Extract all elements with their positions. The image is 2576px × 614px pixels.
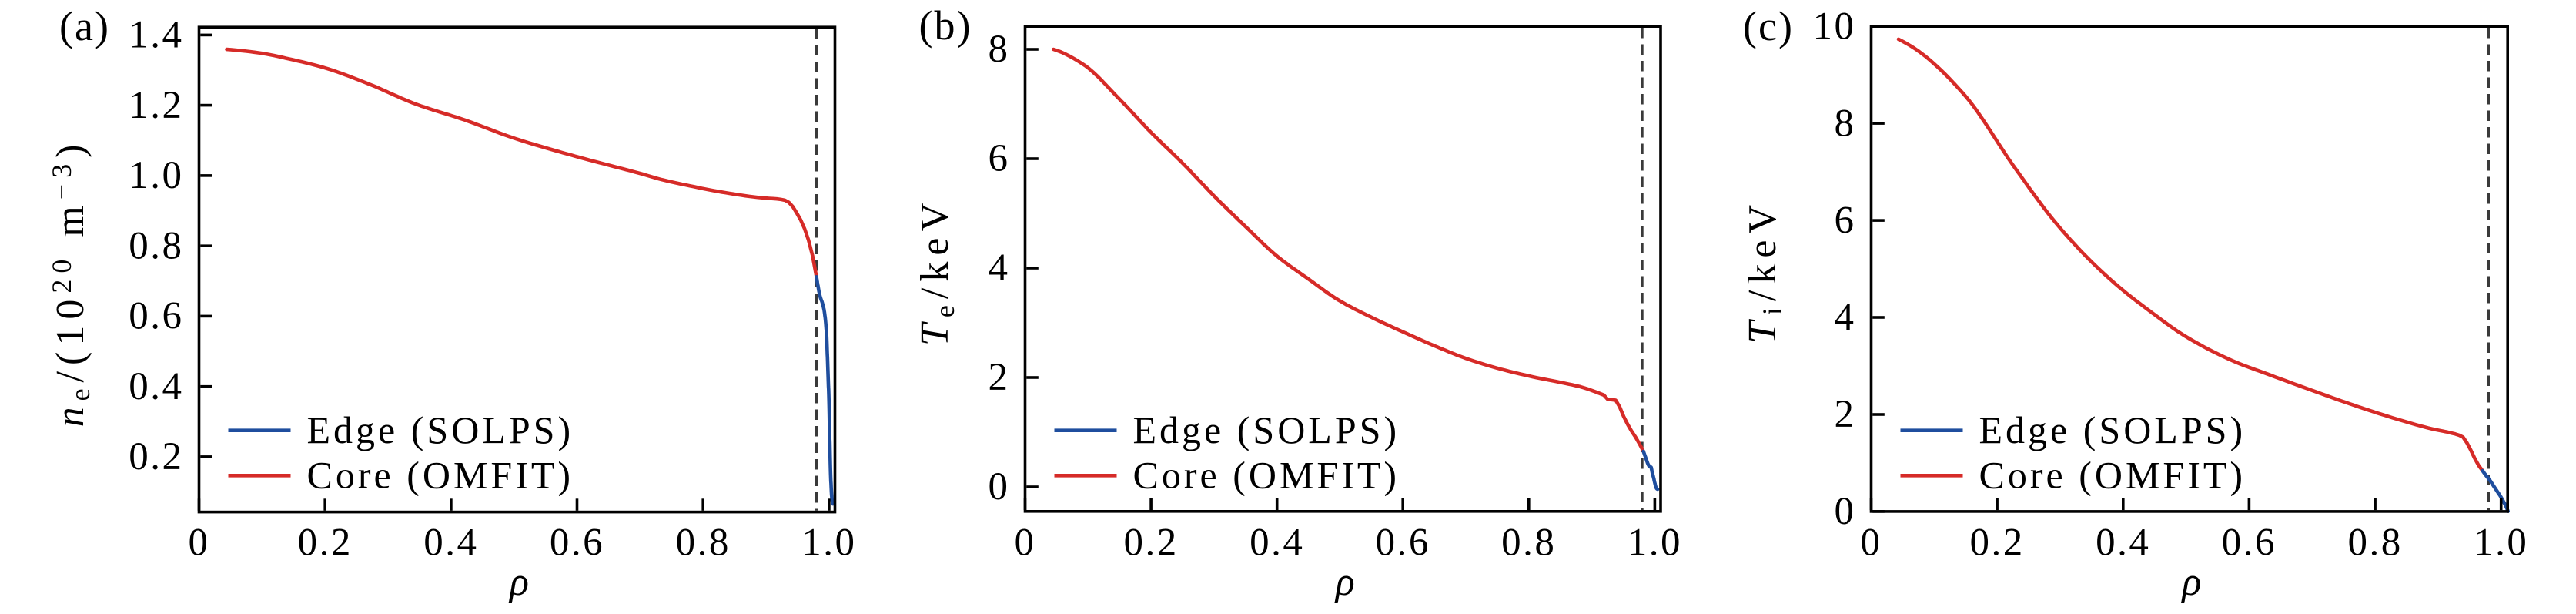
- svg-text:1.4: 1.4: [129, 14, 183, 57]
- svg-text:Edge (SOLPS): Edge (SOLPS): [1979, 408, 2246, 451]
- svg-text:0: 0: [1861, 522, 1882, 565]
- svg-text:Core (OMFIT): Core (OMFIT): [1133, 454, 1400, 497]
- svg-text:0.4: 0.4: [1250, 522, 1304, 565]
- svg-text:0.2: 0.2: [1969, 522, 2024, 565]
- svg-text:ne/(1020 m−3): ne/(1020 m−3): [46, 139, 95, 428]
- svg-text:0.8: 0.8: [1501, 522, 1556, 565]
- svg-text:0.8: 0.8: [676, 522, 731, 565]
- svg-text:0: 0: [1015, 522, 1036, 565]
- svg-text:2: 2: [1835, 393, 1856, 436]
- svg-text:0.6: 0.6: [550, 522, 604, 565]
- svg-text:6: 6: [989, 137, 1010, 180]
- svg-text:(b): (b): [919, 2, 972, 49]
- svg-text:8: 8: [1835, 102, 1856, 145]
- svg-text:0.2: 0.2: [1123, 522, 1178, 565]
- svg-text:1.0: 1.0: [801, 522, 856, 565]
- svg-text:0.8: 0.8: [2347, 522, 2402, 565]
- svg-text:(c): (c): [1743, 3, 1794, 49]
- svg-text:1.0: 1.0: [129, 154, 183, 197]
- svg-text:0.6: 0.6: [129, 295, 183, 338]
- svg-text:0.2: 0.2: [298, 522, 353, 565]
- svg-text:ρ: ρ: [2180, 560, 2201, 604]
- svg-text:Edge (SOLPS): Edge (SOLPS): [1133, 408, 1400, 451]
- svg-text:6: 6: [1835, 199, 1856, 242]
- svg-text:ρ: ρ: [508, 560, 529, 604]
- svg-text:0.6: 0.6: [1376, 522, 1430, 565]
- svg-text:1.0: 1.0: [2474, 522, 2528, 565]
- svg-text:Ti/keV: Ti/keV: [1741, 199, 1788, 344]
- svg-text:0.4: 0.4: [129, 365, 183, 408]
- svg-text:0.4: 0.4: [423, 522, 478, 565]
- svg-text:(a): (a): [59, 3, 110, 49]
- svg-text:Core (OMFIT): Core (OMFIT): [1979, 454, 2246, 497]
- svg-text:8: 8: [989, 28, 1010, 71]
- svg-text:0: 0: [1835, 490, 1856, 533]
- svg-text:0.8: 0.8: [129, 224, 183, 267]
- svg-text:0: 0: [189, 522, 210, 565]
- svg-text:2: 2: [989, 356, 1010, 399]
- svg-text:0.4: 0.4: [2096, 522, 2150, 565]
- svg-text:4: 4: [989, 247, 1010, 290]
- svg-text:ρ: ρ: [1334, 560, 1355, 604]
- svg-text:0: 0: [989, 465, 1010, 508]
- svg-text:1.0: 1.0: [1628, 522, 1682, 565]
- svg-text:0.2: 0.2: [129, 435, 183, 478]
- svg-text:Core (OMFIT): Core (OMFIT): [307, 454, 574, 497]
- svg-text:10: 10: [1813, 5, 1856, 48]
- svg-text:Te/keV: Te/keV: [913, 196, 960, 346]
- svg-text:Edge (SOLPS): Edge (SOLPS): [307, 408, 574, 451]
- svg-text:0.6: 0.6: [2222, 522, 2277, 565]
- svg-text:4: 4: [1835, 296, 1856, 339]
- svg-text:1.2: 1.2: [129, 84, 183, 127]
